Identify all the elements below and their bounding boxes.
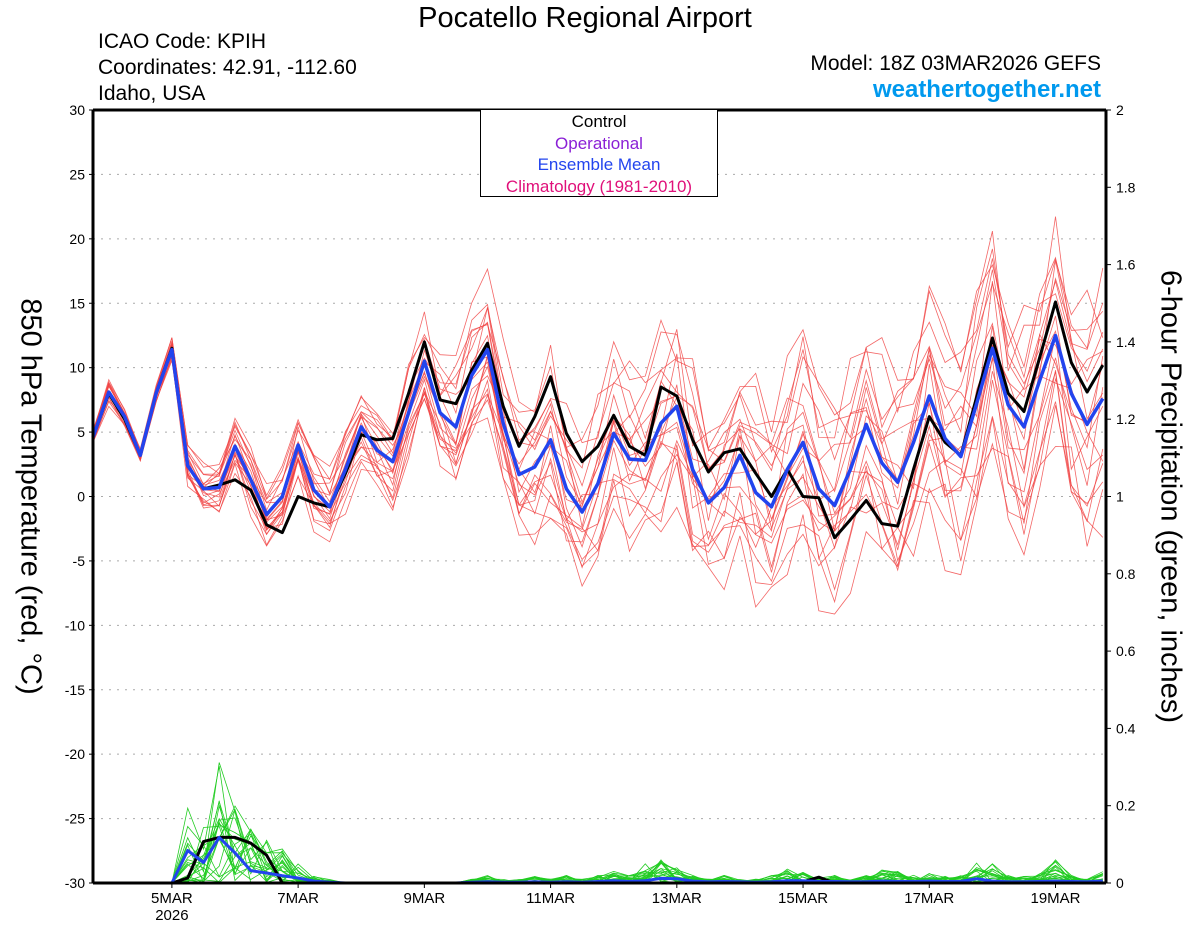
precipitation-member-line xyxy=(93,804,1103,884)
temperature-member-line xyxy=(92,334,1104,569)
legend-item-climatology: Climatology (1981-2010) xyxy=(505,176,693,196)
y-tick-label-right: 1.2 xyxy=(1116,411,1136,427)
temperature-member-line xyxy=(92,353,1104,572)
x-tick-label: 5MAR xyxy=(151,890,193,907)
region: Idaho, USA xyxy=(98,82,206,105)
x-tick-label: 7MAR xyxy=(277,890,319,907)
x-tick-label: 9MAR xyxy=(404,890,446,907)
temperature-member-line xyxy=(92,258,1104,485)
legend-item-ensemble-mean: Ensemble Mean xyxy=(537,155,661,174)
y-tick-label-right: 1.8 xyxy=(1116,179,1136,195)
y-tick-label-right: 0 xyxy=(1116,875,1124,891)
legend: Control Operational Ensemble Mean Climat… xyxy=(480,109,718,197)
y-tick-label-left: 0 xyxy=(77,489,85,505)
y-tick-label-left: -30 xyxy=(65,875,85,891)
legend-item-operational: Operational xyxy=(555,133,643,153)
temperature-member-line xyxy=(92,356,1104,591)
y-tick-label-right: 0.6 xyxy=(1116,643,1136,659)
tick-labels: 302520151050-5-10-15-20-25-3021.81.61.41… xyxy=(65,102,1136,924)
site-link[interactable]: weathertogether.net xyxy=(872,76,1101,103)
coordinates: Coordinates: 42.91, -112.60 xyxy=(98,56,357,79)
y-tick-label-left: -15 xyxy=(65,682,85,698)
legend-item-control: Control xyxy=(571,112,627,131)
y-tick-label-left: 10 xyxy=(69,360,85,376)
temperature-members xyxy=(92,216,1104,615)
x-tick-label: 15MAR xyxy=(778,890,828,907)
temperature-member-line xyxy=(92,359,1104,588)
x-tick-year-label: 2026 xyxy=(155,907,188,924)
temperature-member-line xyxy=(92,216,1104,501)
y-tick-label-right: 1 xyxy=(1116,489,1124,505)
precipitation-member-line xyxy=(93,805,1103,884)
y-tick-label-right: 1.4 xyxy=(1116,334,1136,350)
temperature-member-line xyxy=(92,282,1104,512)
precipitation-member-line xyxy=(93,800,1103,884)
y-tick-label-right: 0.8 xyxy=(1116,566,1136,582)
x-tick-label: 19MAR xyxy=(1030,890,1080,907)
x-tick-label: 13MAR xyxy=(652,890,702,907)
temperature-control-line xyxy=(91,300,1105,540)
grid-lines xyxy=(93,173,1106,820)
temperature-member-line xyxy=(92,330,1104,532)
temperature-member-line xyxy=(92,351,1104,565)
y-tick-label-right: 0.2 xyxy=(1116,798,1136,814)
chart-title: Pocatello Regional Airport xyxy=(418,2,752,34)
axes xyxy=(89,108,1111,888)
icao-code: ICAO Code: KPIH xyxy=(98,30,267,53)
precipitation-member-line xyxy=(93,817,1103,884)
y-tick-label-right: 2 xyxy=(1116,102,1124,118)
y-tick-label-right: 0.4 xyxy=(1116,720,1136,736)
y-tick-label-left: -25 xyxy=(65,811,85,827)
y-tick-label-left: 20 xyxy=(69,231,85,247)
precipitation-member-line xyxy=(93,817,1103,884)
y-tick-label-left: 30 xyxy=(69,102,85,118)
y-tick-label-left: -10 xyxy=(65,617,85,633)
y-tick-label-left: 5 xyxy=(77,424,85,440)
y-tick-label-left: -5 xyxy=(73,553,86,569)
x-tick-label: 11MAR xyxy=(526,890,575,907)
y-tick-label-left: 15 xyxy=(69,295,85,311)
y-tick-label-left: -20 xyxy=(65,746,85,762)
x-tick-label: 17MAR xyxy=(904,890,954,907)
temperature-member-line xyxy=(92,256,1104,500)
model-run: Model: 18Z 03MAR2026 GEFS xyxy=(810,52,1101,75)
temperature-mean-line xyxy=(91,333,1105,517)
temperature-member-line xyxy=(92,322,1104,532)
y-tick-label-right: 1.6 xyxy=(1116,257,1136,273)
y-tick-label-left: 25 xyxy=(69,166,85,182)
